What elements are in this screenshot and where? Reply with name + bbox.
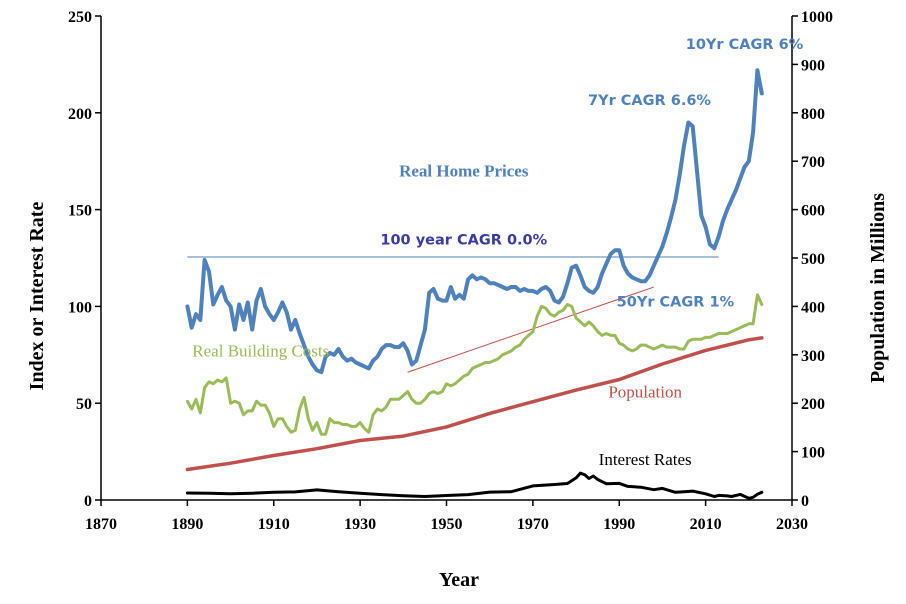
x-tick-label: 1990 <box>603 516 635 533</box>
annotation-real-home-prices: Real Home Prices <box>399 162 529 181</box>
y-tick-label-left: 100 <box>68 299 92 316</box>
y-tick-label-right: 200 <box>801 396 825 413</box>
x-tick-label: 2010 <box>690 516 722 533</box>
y-tick-label-left: 250 <box>68 9 92 26</box>
y-axis-title-left: Index or Interest Rate <box>26 202 48 391</box>
annotation-50yr-cagr-1: 50Yr CAGR 1% <box>617 294 735 310</box>
x-tick-label: 1890 <box>171 516 203 533</box>
x-tick-label: 1930 <box>344 516 376 533</box>
y-tick-label-right: 0 <box>801 493 809 510</box>
y-tick-label-right: 700 <box>801 154 825 171</box>
annotation-100-year-cagr-0-0: 100 year CAGR 0.0% <box>380 232 547 248</box>
y-tick-label-right: 1000 <box>801 9 833 26</box>
y-tick-label-left: 50 <box>76 396 92 413</box>
y-axis-title-right: Population in Millions <box>867 193 889 383</box>
annotations: Real Home Prices 100 year CAGR 0.0% 7Yr CA… <box>192 37 803 469</box>
annotation-interest-rates: Interest Rates <box>599 450 692 469</box>
annotation-population: Population <box>608 382 682 401</box>
reference-line-50yr <box>407 286 654 373</box>
annotation-real-building-costs: Real Building Costs <box>192 342 329 361</box>
y-tick-label-left: 0 <box>84 493 92 510</box>
annotation-10yr-cagr-6: 10Yr CAGR 6% <box>686 37 804 53</box>
y-tick-label-right: 600 <box>801 203 825 220</box>
x-tick-label: 2030 <box>776 516 808 533</box>
x-tick-label: 1910 <box>258 516 290 533</box>
y-tick-label-left: 150 <box>68 203 92 220</box>
x-axis-title: Year <box>439 569 479 591</box>
reference-lines <box>187 256 719 373</box>
x-tick-label: 1870 <box>85 516 117 533</box>
y-tick-label-right: 300 <box>801 348 825 365</box>
y-tick-label-right: 900 <box>801 57 825 74</box>
y-tick-label-right: 500 <box>801 251 825 268</box>
annotation-7yr-cagr-6-6: 7Yr CAGR 6.6% <box>588 93 711 109</box>
y-tick-label-left: 200 <box>68 106 92 123</box>
y-tick-label-right: 400 <box>801 299 825 316</box>
series-line-interest-rates <box>185 471 764 500</box>
x-tick-label: 1970 <box>517 516 549 533</box>
y-tick-label-right: 800 <box>801 106 825 123</box>
axes: 1870 1890 1910 1930 1950 1970 1990 2010 2030 0 50 1… <box>68 9 833 533</box>
y-tick-label-right: 100 <box>801 445 825 462</box>
series-line-real-home-prices <box>185 68 764 375</box>
series-lines <box>185 68 764 500</box>
series-line-real-building-costs <box>185 293 764 436</box>
x-tick-label: 1950 <box>431 516 463 533</box>
series-line-population <box>185 336 764 472</box>
